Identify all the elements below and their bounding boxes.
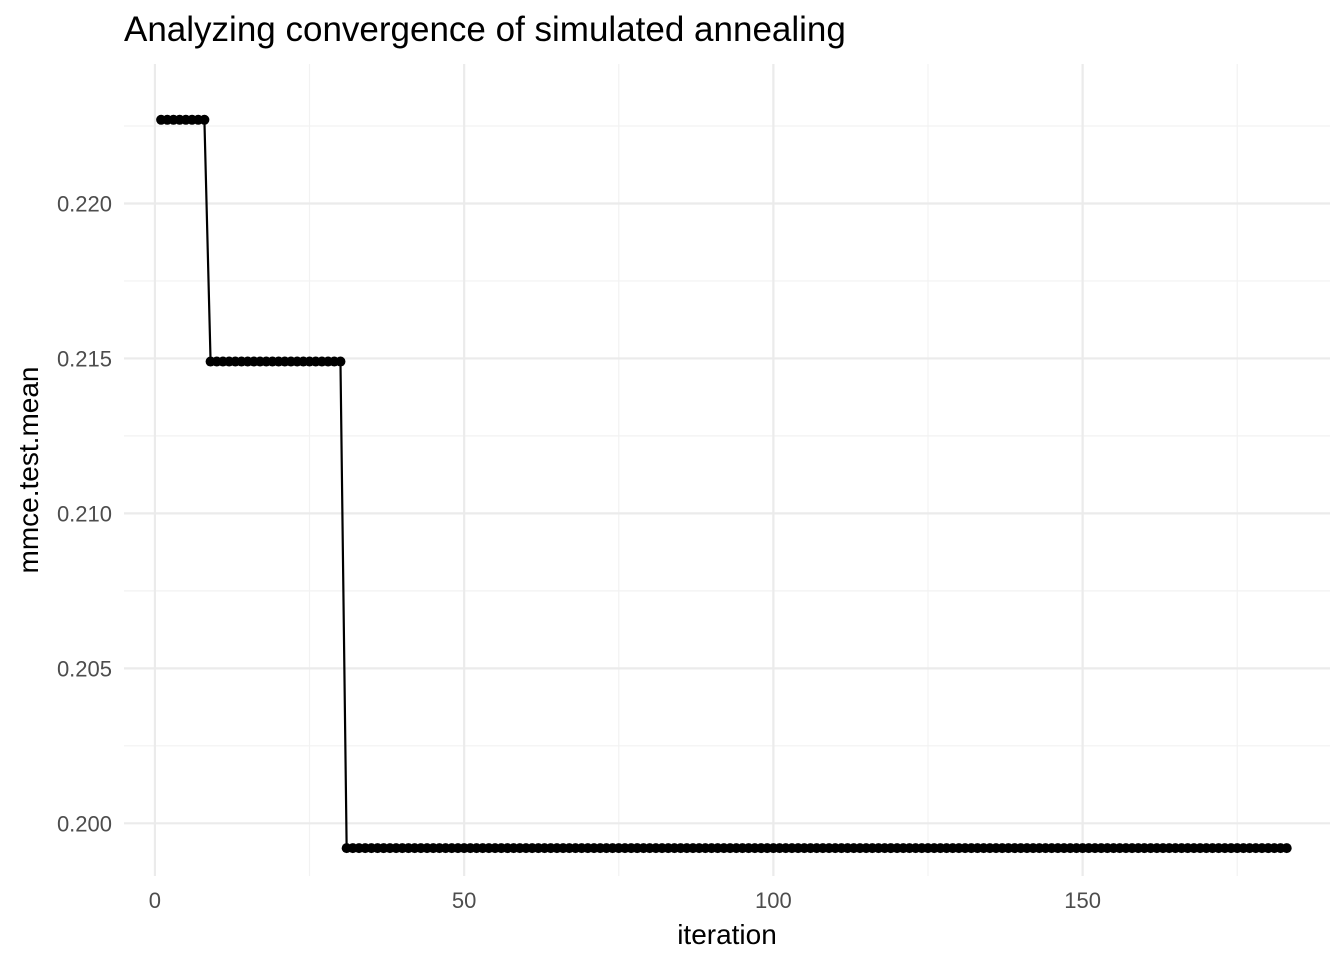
x-tick-label: 100 — [755, 888, 792, 913]
x-axis-title: iteration — [677, 919, 777, 950]
series-layer — [161, 118, 1287, 850]
y-axis-title: mmce.test.mean — [13, 367, 44, 574]
y-tick-label: 0.215 — [57, 346, 112, 371]
x-tick-label: 0 — [149, 888, 161, 913]
major-gridlines — [124, 64, 1330, 876]
y-tick-label: 0.210 — [57, 501, 112, 526]
chart-title: Analyzing convergence of simulated annea… — [124, 10, 846, 49]
y-tick-label: 0.220 — [57, 191, 112, 216]
data-point — [1281, 843, 1292, 854]
points-layer — [156, 114, 1292, 854]
x-axis-tick-labels: 0 50 100 150 — [149, 888, 1101, 913]
minor-gridlines — [124, 64, 1330, 876]
series-line — [161, 118, 1287, 850]
x-tick-label: 150 — [1064, 888, 1101, 913]
y-tick-label: 0.205 — [57, 656, 112, 681]
y-tick-label: 0.200 — [57, 811, 112, 836]
data-point — [335, 356, 346, 367]
x-tick-label: 50 — [452, 888, 476, 913]
y-axis-tick-labels: 0.200 0.205 0.210 0.215 0.220 — [57, 191, 112, 836]
data-point — [199, 114, 210, 125]
